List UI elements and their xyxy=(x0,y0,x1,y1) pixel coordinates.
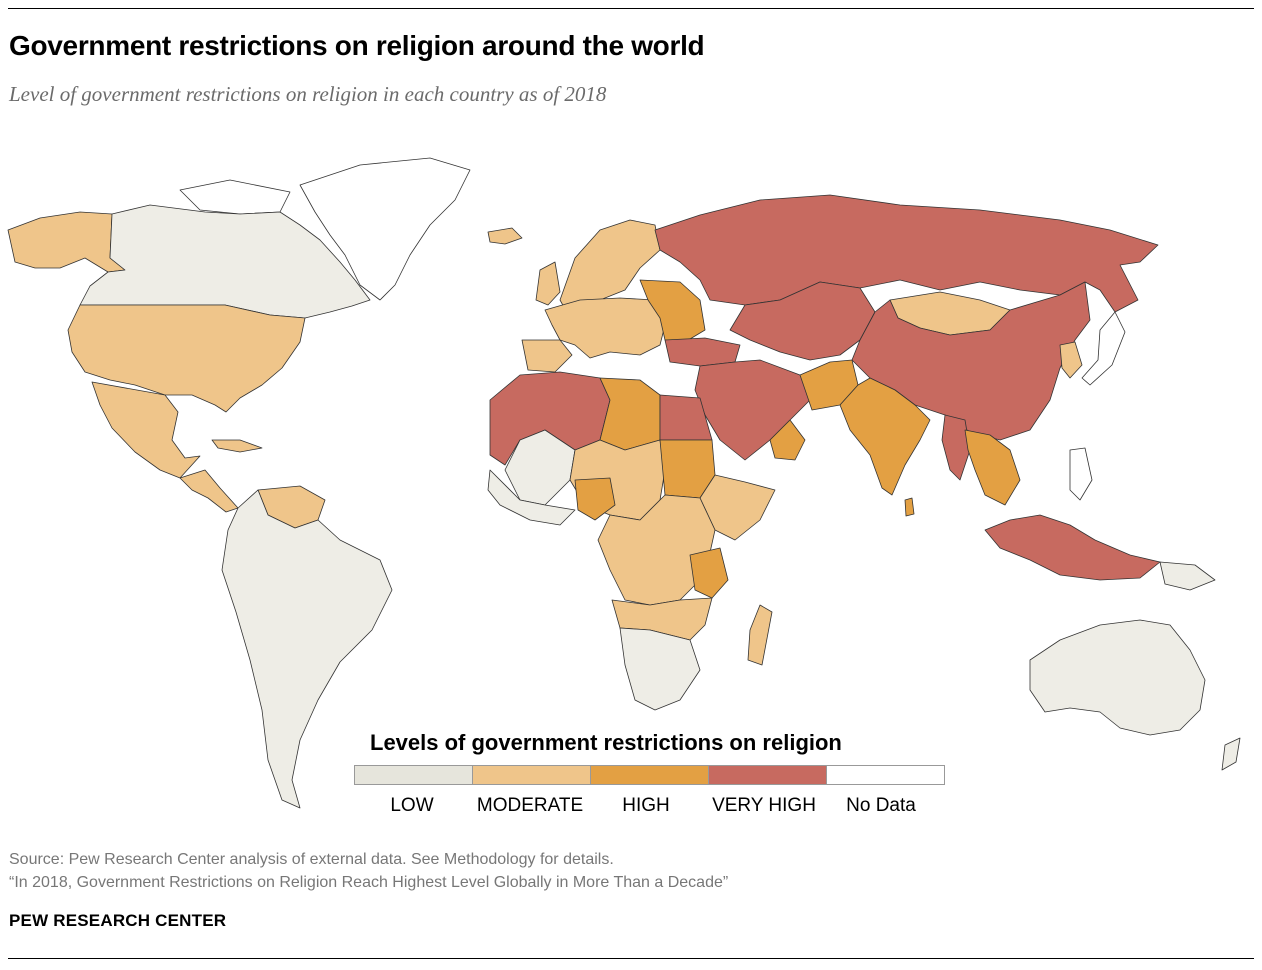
region-usa xyxy=(67,304,306,413)
legend-swatch-very-high xyxy=(708,765,827,785)
legend-label-no-data: No Data xyxy=(846,795,916,816)
top-rule xyxy=(8,8,1254,9)
world-map xyxy=(7,157,1241,809)
legend-labels: LOW MODERATE HIGH VERY HIGH No Data xyxy=(354,795,939,821)
region-uk xyxy=(535,261,561,306)
region-madagascar xyxy=(747,604,773,666)
region-central-africa xyxy=(597,494,716,606)
region-central-america xyxy=(179,469,239,513)
region-indonesia xyxy=(984,514,1161,581)
legend-swatch-no-data xyxy=(826,765,945,785)
source-note: Source: Pew Research Center analysis of … xyxy=(9,848,728,894)
chart-title: Government restrictions on religion arou… xyxy=(9,30,705,61)
legend-swatch-moderate xyxy=(472,765,591,785)
region-canada xyxy=(79,204,371,319)
region-nigeria xyxy=(574,477,616,521)
region-png xyxy=(1159,561,1216,591)
report-title: “In 2018, Government Restrictions on Rel… xyxy=(9,874,729,891)
region-korea xyxy=(1059,341,1083,379)
legend-label-high: HIGH xyxy=(622,795,670,816)
legend-color-bar xyxy=(354,765,945,785)
legend-label-moderate: MODERATE xyxy=(476,795,584,816)
region-india xyxy=(839,377,931,496)
region-libya xyxy=(599,377,661,451)
region-japan xyxy=(1081,311,1126,386)
region-mexico xyxy=(91,381,201,479)
bottom-rule xyxy=(8,958,1254,959)
legend-label-low: LOW xyxy=(390,795,434,816)
region-west-africa xyxy=(487,469,576,526)
region-caribbean xyxy=(211,439,263,453)
region-alaska xyxy=(7,211,126,273)
region-south-america xyxy=(221,489,393,809)
chart-subtitle: Level of government restrictions on reli… xyxy=(9,82,607,106)
region-indochina xyxy=(964,429,1021,506)
region-iberia xyxy=(521,339,573,373)
region-tanzania xyxy=(689,547,729,599)
region-southern-africa xyxy=(619,627,701,711)
region-australia xyxy=(1029,619,1206,736)
region-philippines xyxy=(1069,447,1093,501)
organization-name: PEW RESEARCH CENTER xyxy=(9,911,227,930)
region-sahel-low xyxy=(504,429,576,506)
legend-swatch-low xyxy=(354,765,473,785)
region-arctic-islands xyxy=(179,179,291,215)
region-central-asia xyxy=(729,281,876,361)
region-horn xyxy=(699,474,776,541)
source-text: Source: Pew Research Center analysis of … xyxy=(9,851,614,868)
region-myanmar xyxy=(941,414,971,481)
region-sri-lanka xyxy=(904,497,915,517)
region-iceland xyxy=(487,227,523,245)
region-oman xyxy=(769,419,806,461)
legend-label-very-high: VERY HIGH xyxy=(712,795,816,816)
legend-title: Levels of government restrictions on rel… xyxy=(370,730,842,755)
region-new-zealand xyxy=(1221,737,1241,771)
region-greenland xyxy=(299,157,471,301)
region-turkey xyxy=(664,337,741,367)
legend-swatch-high xyxy=(590,765,709,785)
